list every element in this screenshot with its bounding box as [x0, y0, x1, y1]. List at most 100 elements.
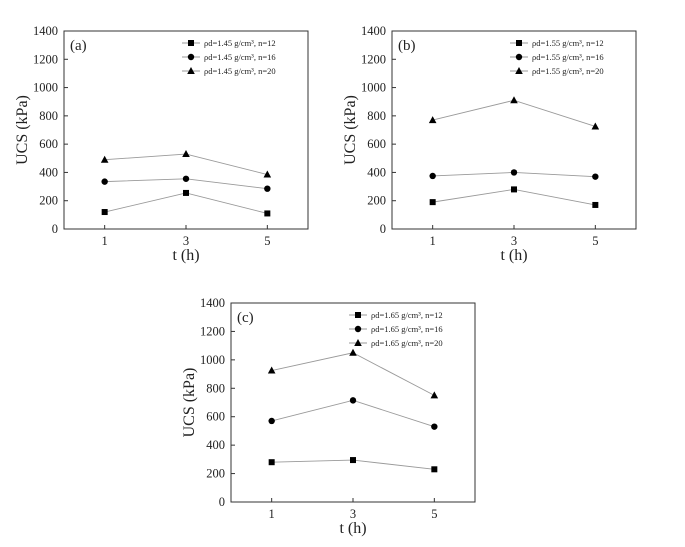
data-point — [510, 169, 518, 176]
legend-entry: ρd=1.65 g/cm³, n=12 — [371, 310, 443, 320]
legend-marker-square — [188, 40, 194, 46]
chart-panel-a: 0 200 400 600 800 1000 1200 1400 1 3 5 t (h) UCS (kP… — [14, 24, 309, 264]
legend: ρd=1.65 g/cm³, n=12 ρd=1.65 g/cm³, n=16 ρd… — [349, 310, 443, 348]
y-tick-label: 400 — [367, 165, 386, 179]
legend: ρd=1.55 g/cm³, n=12 ρd=1.55 g/cm³, n=16 ρd… — [510, 38, 604, 76]
series-square — [268, 457, 438, 473]
legend-entry: ρd=1.45 g/cm³, n=12 — [204, 38, 276, 48]
x-axis-label: t (h) — [500, 247, 527, 264]
x-tick-label: 5 — [592, 234, 598, 248]
series-line — [104, 192, 268, 214]
series-square — [429, 186, 599, 208]
chart-panel-b: 0 200 400 600 800 1000 1200 1400 1 3 5 t (h) UCS (kP… — [342, 24, 637, 264]
data-point — [511, 186, 517, 193]
y-tick-label: 1000 — [361, 81, 386, 95]
y-tick-label: 1200 — [200, 324, 225, 338]
series-line — [432, 99, 596, 127]
data-point — [183, 189, 189, 196]
legend-marker-circle — [515, 53, 523, 61]
legend-entry: ρd=1.55 g/cm³, n=12 — [532, 38, 604, 48]
y-tick-label: 600 — [206, 410, 225, 424]
y-axis-label: UCS (kPa) — [342, 95, 359, 165]
series-line — [271, 352, 435, 396]
data-point — [350, 457, 356, 464]
series-triangle — [267, 348, 439, 399]
legend-marker-square — [516, 40, 522, 46]
series-circle — [101, 175, 271, 192]
legend-entry: ρd=1.55 g/cm³, n=20 — [532, 66, 604, 76]
series-triangle — [428, 96, 600, 130]
data-point — [100, 155, 109, 163]
x-tick-label: 3 — [183, 234, 189, 248]
y-tick-label: 1000 — [200, 353, 225, 367]
data-point — [429, 172, 436, 180]
x-tick-label: 3 — [350, 507, 356, 521]
y-tick-label: 1000 — [33, 81, 58, 95]
x-axis-label: t (h) — [172, 247, 199, 264]
y-tick-label: 0 — [52, 222, 58, 236]
data-point — [431, 423, 438, 430]
data-point — [510, 96, 518, 104]
legend-entry: ρd=1.65 g/cm³, n=16 — [371, 324, 443, 334]
data-point — [101, 209, 108, 216]
legend-entry: ρd=1.65 g/cm³, n=20 — [371, 338, 443, 348]
y-axis-label: UCS (kPa) — [181, 368, 198, 438]
y-tick-label: 1200 — [33, 52, 58, 66]
data-point — [428, 116, 437, 124]
y-tick-label: 200 — [206, 467, 225, 481]
y-tick-label: 400 — [39, 165, 58, 179]
data-point — [264, 185, 271, 192]
series-triangle — [100, 150, 272, 178]
y-tick-label: 400 — [206, 438, 225, 452]
data-point — [267, 366, 276, 374]
y-tick-label: 200 — [367, 194, 386, 208]
legend-entry: ρd=1.45 g/cm³, n=16 — [204, 52, 276, 62]
y-axis-label: UCS (kPa) — [14, 95, 31, 165]
y-tick-label: 1400 — [33, 24, 58, 38]
x-tick-label: 5 — [264, 234, 270, 248]
x-tick-label: 3 — [511, 234, 517, 248]
legend-entry: ρd=1.55 g/cm³, n=16 — [532, 52, 604, 62]
legend-marker-square — [355, 312, 361, 318]
data-point — [182, 150, 190, 158]
data-point — [182, 175, 190, 182]
data-point — [349, 397, 357, 404]
series-square — [101, 189, 271, 217]
y-tick-label: 800 — [206, 381, 225, 395]
data-point — [591, 122, 600, 130]
y-tick-label: 800 — [39, 109, 58, 123]
y-tick-label: 1400 — [200, 296, 225, 310]
series-circle — [268, 397, 438, 430]
data-point — [431, 466, 438, 473]
data-point — [268, 417, 275, 425]
y-tick-label: 0 — [219, 495, 225, 509]
legend-marker-circle — [354, 325, 362, 333]
data-point — [429, 199, 436, 206]
series-line — [271, 399, 435, 428]
legend-marker-triangle — [354, 339, 362, 346]
data-point — [264, 210, 271, 217]
panel-label: (c) — [237, 310, 254, 326]
x-axis-label: t (h) — [339, 520, 366, 537]
legend-marker-triangle — [515, 67, 523, 74]
y-tick-label: 800 — [367, 109, 386, 123]
data-point — [268, 459, 275, 466]
x-tick-label: 5 — [431, 507, 437, 521]
y-tick-label: 1200 — [361, 52, 386, 66]
data-point — [349, 348, 357, 356]
series-line — [104, 153, 268, 175]
x-tick-label: 1 — [102, 234, 108, 248]
panel-label: (a) — [70, 38, 87, 54]
legend-marker-circle — [187, 53, 195, 61]
chart-panel-c: 0 200 400 600 800 1000 1200 1400 1 3 5 t (h) UCS (kP… — [181, 296, 476, 537]
data-point — [263, 170, 272, 178]
y-tick-label: 200 — [39, 194, 58, 208]
legend-entry: ρd=1.45 g/cm³, n=20 — [204, 66, 276, 76]
y-tick-label: 600 — [367, 137, 386, 151]
legend-marker-triangle — [187, 67, 195, 74]
panel-label: (b) — [398, 38, 416, 54]
y-tick-label: 600 — [39, 137, 58, 151]
data-point — [430, 391, 439, 399]
series-circle — [429, 169, 599, 180]
